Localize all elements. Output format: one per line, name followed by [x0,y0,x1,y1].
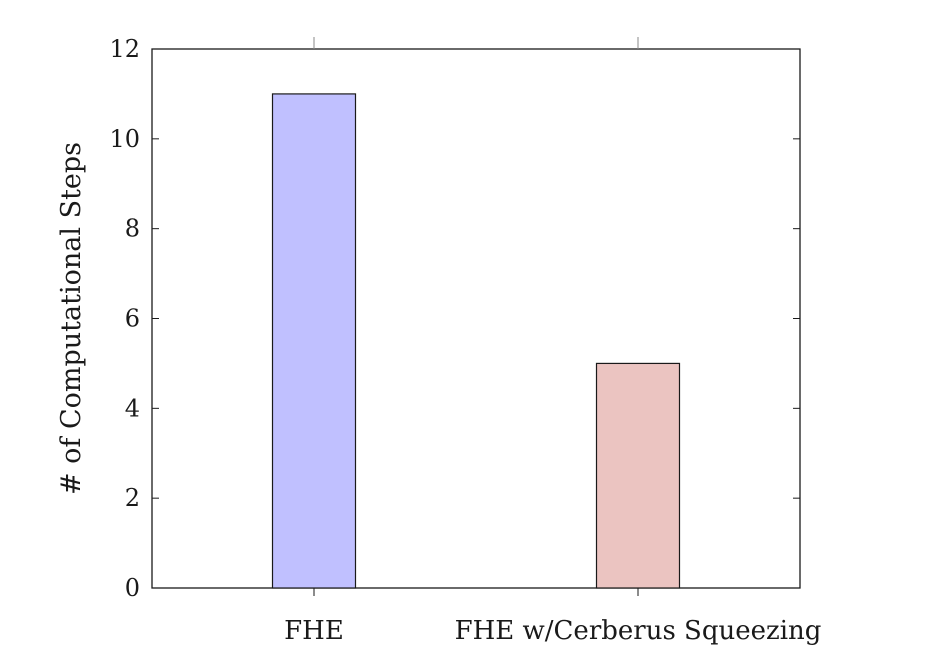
x-tick-label-fhe: FHE [284,616,344,646]
bar-fhe [271,93,357,589]
y-tick-label-2: 2 [125,484,140,512]
y-tick-label-12: 12 [109,35,140,63]
y-tick-label-0: 0 [125,574,140,602]
plot-frame [151,48,801,589]
y-tick-label-6: 6 [125,305,140,333]
y-axis-title: # of Computational Steps [56,142,87,495]
bars [271,93,681,589]
bar-fhe-w-cerberus-squeezing [595,362,681,589]
y-axis: 0 2 4 6 8 10 12 [109,35,800,602]
x-axis: FHE FHE w/Cerberus Squeezing [284,37,821,646]
y-tick-label-10: 10 [109,125,140,153]
y-tick-label-8: 8 [125,215,140,243]
y-tick-label-4: 4 [125,394,140,422]
x-tick-label-fhe-w-cerberus-squeezing: FHE w/Cerberus Squeezing [455,616,822,646]
